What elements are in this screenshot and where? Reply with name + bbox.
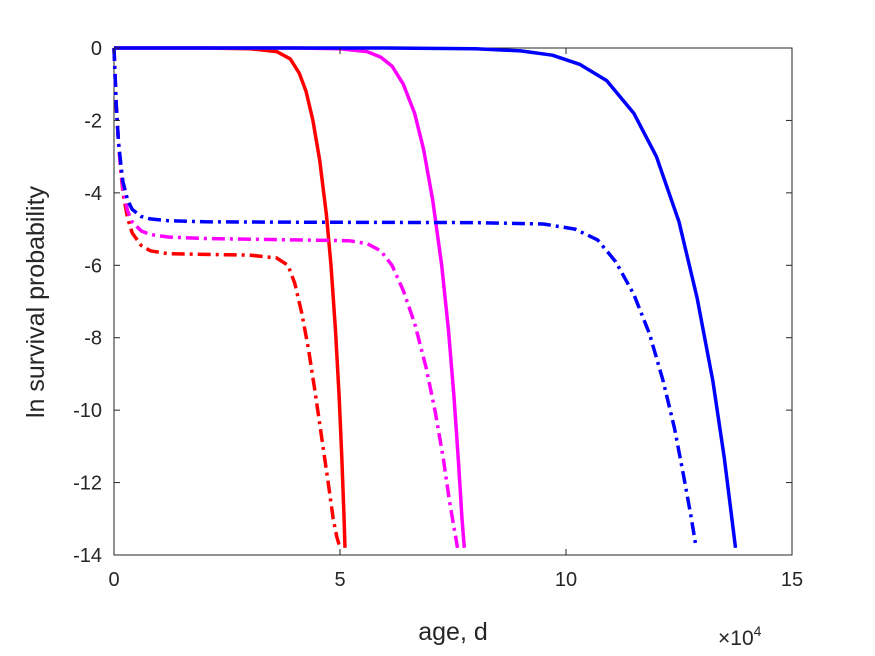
x-axis-label: age, d — [418, 618, 488, 646]
series-line-3 — [114, 46, 738, 549]
x-axis-ticks: 0 5 10 15 — [108, 48, 803, 591]
series-layer — [112, 46, 738, 549]
series-line-6 — [112, 47, 698, 549]
y-tick-label: -12 — [73, 473, 102, 495]
x-tick-label: 10 — [555, 569, 577, 591]
series-line-1 — [114, 46, 347, 548]
x-tick-label: 15 — [781, 569, 803, 591]
x-multiplier-base: 10 — [730, 627, 753, 650]
y-tick-label: -10 — [73, 400, 102, 422]
y-tick-label: -2 — [84, 110, 102, 132]
y-tick-label: 0 — [91, 38, 102, 60]
x-tick-label: 0 — [108, 569, 119, 591]
x-tick-label: 5 — [334, 569, 345, 591]
x-multiplier-exponent: 4 — [754, 623, 762, 639]
x-axis-multiplier: ×104 — [718, 623, 762, 650]
series-line-2 — [114, 46, 467, 548]
y-axis-label: ln survival probability — [22, 185, 50, 418]
plot-frame — [113, 47, 793, 556]
y-tick-label: -6 — [84, 255, 102, 277]
y-tick-label: -4 — [84, 183, 102, 205]
y-tick-label: -14 — [73, 545, 102, 567]
y-tick-label: -8 — [84, 328, 102, 350]
plot-area — [113, 47, 793, 556]
y-axis-ticks: -14 -12 -10 -8 -6 -4 -2 0 — [73, 38, 792, 567]
